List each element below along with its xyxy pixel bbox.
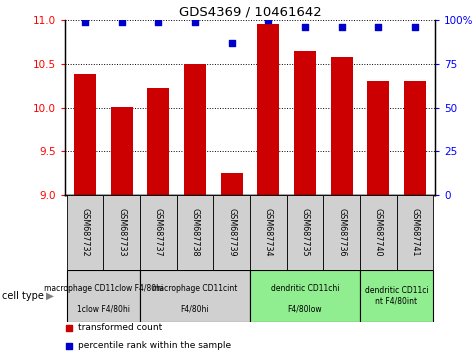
Bar [250, 195, 286, 270]
Point [155, 19, 162, 24]
Text: dendritic CD11ci
nt F4/80int: dendritic CD11ci nt F4/80int [365, 286, 428, 306]
Text: GSM687732: GSM687732 [81, 208, 90, 257]
Text: cell type: cell type [2, 291, 44, 301]
Point [265, 17, 272, 23]
Bar [397, 195, 433, 270]
Text: macrophage CD11cint: macrophage CD11cint [152, 284, 238, 293]
Bar [67, 195, 104, 270]
Text: F4/80low: F4/80low [288, 304, 322, 314]
Point [411, 24, 418, 30]
Bar [404, 81, 426, 195]
Point [338, 24, 345, 30]
Point [65, 343, 73, 348]
Bar [213, 195, 250, 270]
Bar [67, 270, 140, 322]
Point [228, 40, 236, 46]
Text: transformed count: transformed count [78, 324, 162, 332]
Bar [257, 24, 279, 195]
Bar [323, 195, 360, 270]
Bar [294, 51, 316, 195]
Text: F4/80hi: F4/80hi [180, 304, 209, 314]
Bar [331, 57, 352, 195]
Point [301, 24, 309, 30]
Text: macrophage CD11clow F4/80hi: macrophage CD11clow F4/80hi [44, 284, 163, 293]
Bar [140, 270, 250, 322]
Bar [184, 64, 206, 195]
Text: ▶: ▶ [46, 291, 54, 301]
Bar [367, 81, 389, 195]
Bar [147, 88, 170, 195]
Point [81, 19, 89, 24]
Text: GSM687735: GSM687735 [301, 208, 309, 257]
Title: GDS4369 / 10461642: GDS4369 / 10461642 [179, 6, 322, 19]
Text: GSM687738: GSM687738 [190, 208, 200, 257]
Point [65, 325, 73, 331]
Text: 1clow F4/80hi: 1clow F4/80hi [77, 304, 130, 314]
Bar [286, 195, 323, 270]
Text: GSM687741: GSM687741 [410, 208, 419, 257]
Text: GSM687733: GSM687733 [117, 208, 126, 257]
Text: percentile rank within the sample: percentile rank within the sample [78, 341, 231, 350]
Text: GSM687740: GSM687740 [374, 208, 383, 257]
Bar [250, 270, 360, 322]
Bar [360, 195, 397, 270]
Text: GSM687737: GSM687737 [154, 208, 163, 257]
Point [191, 19, 199, 24]
Bar [111, 107, 133, 195]
Point [118, 19, 125, 24]
Bar [140, 195, 177, 270]
Bar [104, 195, 140, 270]
Bar [221, 173, 243, 195]
Bar [74, 74, 96, 195]
Text: GSM687734: GSM687734 [264, 208, 273, 257]
Text: GSM687736: GSM687736 [337, 208, 346, 257]
Text: dendritic CD11chi: dendritic CD11chi [271, 284, 339, 293]
Bar [360, 270, 433, 322]
Point [374, 24, 382, 30]
Bar [177, 195, 213, 270]
Text: GSM687739: GSM687739 [227, 208, 236, 257]
